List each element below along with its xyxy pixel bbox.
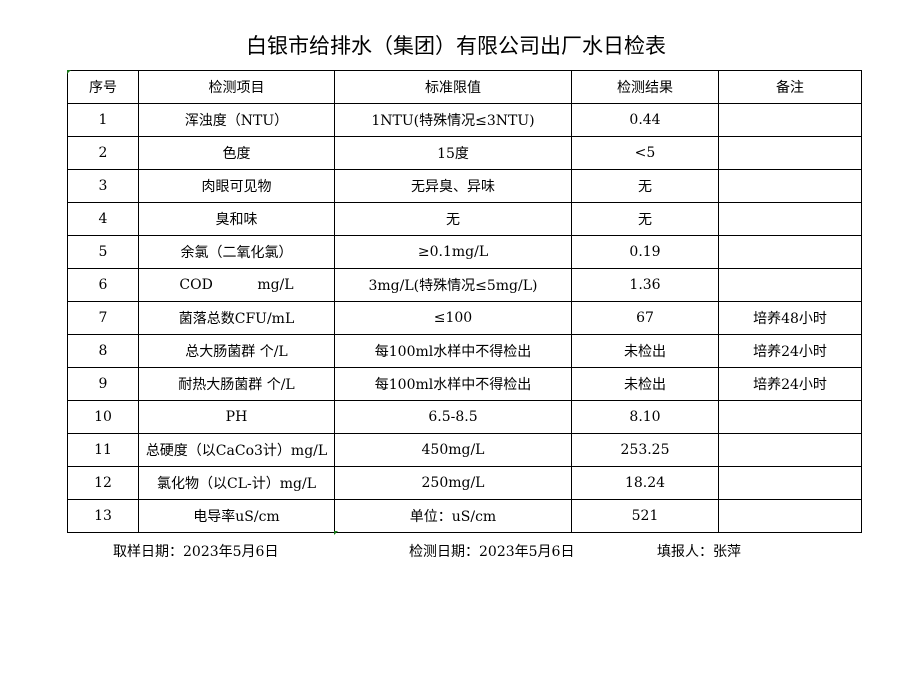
row-number-cell[interactable]: 2	[67, 136, 139, 170]
test-item-cell[interactable]: 色度	[138, 136, 335, 170]
test-item-cell[interactable]: 电导率uS/cm	[138, 499, 335, 533]
table-row: 4 臭和味无无	[67, 202, 862, 236]
page-title: 白银市给排水（集团）有限公司出厂水日检表	[246, 34, 666, 58]
table-row: 1 浑浊度（NTU） 1NTU(特殊情况≤3NTU) 0.44	[67, 103, 862, 137]
remark-cell[interactable]	[718, 400, 862, 434]
test-item-cell[interactable]: 浑浊度（NTU）	[138, 103, 335, 137]
standard-limit-cell[interactable]: ≤100	[334, 301, 572, 335]
remark-cell[interactable]	[718, 466, 862, 500]
test-item-cell[interactable]: 总大肠菌群 个/L	[138, 334, 335, 368]
header-cell[interactable]: 备注	[718, 70, 862, 104]
row-number-cell[interactable]: 5	[67, 235, 139, 269]
standard-limit-cell[interactable]: 1NTU(特殊情况≤3NTU)	[334, 103, 572, 137]
inspection-table: 序号 检测项目 标准限值 检测结果 备注 1 浑浊度（NTU） 1NTU(特殊情况≤…	[67, 70, 862, 533]
table-row: 12 氯化物（以CL-计）mg/L 250mg/L 18.24	[67, 466, 862, 500]
test-item-cell[interactable]: 菌落总数CFU/mL	[138, 301, 335, 335]
header-cell[interactable]: 检测项目	[138, 70, 335, 104]
test-result-cell[interactable]: <5	[571, 136, 719, 170]
test-result-cell[interactable]: 1.36	[571, 268, 719, 302]
reporter: 填报人：张萍	[657, 544, 741, 560]
sampling-date: 取样日期：2023年5月6日	[113, 544, 279, 560]
header-cell[interactable]: 检测结果	[571, 70, 719, 104]
row-number-cell[interactable]: 10	[67, 400, 139, 434]
test-item-cell[interactable]: 总硬度（以CaCo3计）mg/L	[138, 433, 335, 467]
remark-cell[interactable]	[718, 433, 862, 467]
remark-cell[interactable]	[718, 136, 862, 170]
table-row: 8 总大肠菌群 个/L 每100ml水样中不得检出 未检出 培养24小时	[67, 334, 862, 368]
row-number-cell[interactable]: 4	[67, 202, 139, 236]
table-row: 5 余氯（二氧化氯） ≥0.1mg/L 0.19	[67, 235, 862, 269]
remark-cell[interactable]: 培养48小时	[718, 301, 862, 335]
table-row: 3 肉眼可见物 无异臭、异味无	[67, 169, 862, 203]
row-number-cell[interactable]: 9	[67, 367, 139, 401]
standard-limit-cell[interactable]: 6.5-8.5	[334, 400, 572, 434]
remark-cell[interactable]	[718, 268, 862, 302]
row-number-cell[interactable]: 12	[67, 466, 139, 500]
standard-limit-cell[interactable]: 无异臭、异味	[334, 169, 572, 203]
standard-limit-cell[interactable]: 每100ml水样中不得检出	[334, 334, 572, 368]
row-number-cell[interactable]: 8	[67, 334, 139, 368]
table-row: 13 电导率uS/cm 单位：uS/cm 521	[67, 499, 862, 533]
test-result-cell[interactable]: 未检出	[571, 367, 719, 401]
header-row: 序号 检测项目 标准限值 检测结果 备注	[67, 70, 862, 104]
table-row: 11 总硬度（以CaCo3计）mg/L 450mg/L 253.25	[67, 433, 862, 467]
standard-limit-cell[interactable]: ≥0.1mg/L	[334, 235, 572, 269]
test-item-cell[interactable]: 氯化物（以CL-计）mg/L	[138, 466, 335, 500]
table-row: 6 COD mg/L 3mg/L(特殊情况≤5mg/L) 1.36	[67, 268, 862, 302]
remark-cell[interactable]: 培养24小时	[718, 367, 862, 401]
table-row: 2 色度 15度 <5	[67, 136, 862, 170]
test-result-cell[interactable]: 8.10	[571, 400, 719, 434]
row-number-cell[interactable]: 1	[67, 103, 139, 137]
test-result-cell[interactable]: 253.25	[571, 433, 719, 467]
cell-comment-marker	[334, 531, 338, 535]
standard-limit-cell[interactable]: 单位：uS/cm	[334, 499, 572, 533]
test-result-cell[interactable]: 未检出	[571, 334, 719, 368]
test-result-cell[interactable]: 无	[571, 169, 719, 203]
remark-cell[interactable]	[718, 202, 862, 236]
test-result-cell[interactable]: 521	[571, 499, 719, 533]
table-row: 10 PH 6.5-8.5 8.10	[67, 400, 862, 434]
remark-cell[interactable]	[718, 169, 862, 203]
test-item-cell[interactable]: 肉眼可见物	[138, 169, 335, 203]
test-result-cell[interactable]: 0.44	[571, 103, 719, 137]
row-number-cell[interactable]: 6	[67, 268, 139, 302]
test-result-cell[interactable]: 18.24	[571, 466, 719, 500]
test-result-cell[interactable]: 67	[571, 301, 719, 335]
test-item-cell[interactable]: 耐热大肠菌群 个/L	[138, 367, 335, 401]
header-cell[interactable]: 序号	[67, 70, 139, 104]
remark-cell[interactable]: 培养24小时	[718, 334, 862, 368]
test-item-cell[interactable]: COD mg/L	[138, 268, 335, 302]
remark-cell[interactable]	[718, 235, 862, 269]
standard-limit-cell[interactable]: 450mg/L	[334, 433, 572, 467]
standard-limit-cell[interactable]: 250mg/L	[334, 466, 572, 500]
remark-cell[interactable]	[718, 103, 862, 137]
standard-limit-cell[interactable]: 15度	[334, 136, 572, 170]
standard-limit-cell[interactable]: 每100ml水样中不得检出	[334, 367, 572, 401]
test-result-cell[interactable]: 0.19	[571, 235, 719, 269]
row-number-cell[interactable]: 3	[67, 169, 139, 203]
header-cell[interactable]: 标准限值	[334, 70, 572, 104]
test-item-cell[interactable]: PH	[138, 400, 335, 434]
cell-comment-marker	[67, 70, 71, 74]
table-row: 7 菌落总数CFU/mL ≤100 67 培养48小时	[67, 301, 862, 335]
standard-limit-cell[interactable]: 无	[334, 202, 572, 236]
row-number-cell[interactable]: 11	[67, 433, 139, 467]
row-number-cell[interactable]: 7	[67, 301, 139, 335]
remark-cell[interactable]	[718, 499, 862, 533]
test-item-cell[interactable]: 余氯（二氧化氯）	[138, 235, 335, 269]
test-result-cell[interactable]: 无	[571, 202, 719, 236]
standard-limit-cell[interactable]: 3mg/L(特殊情况≤5mg/L)	[334, 268, 572, 302]
row-number-cell[interactable]: 13	[67, 499, 139, 533]
test-item-cell[interactable]: 臭和味	[138, 202, 335, 236]
test-date: 检测日期：2023年5月6日	[409, 544, 575, 560]
table-row: 9 耐热大肠菌群 个/L 每100ml水样中不得检出 未检出 培养24小时	[67, 367, 862, 401]
